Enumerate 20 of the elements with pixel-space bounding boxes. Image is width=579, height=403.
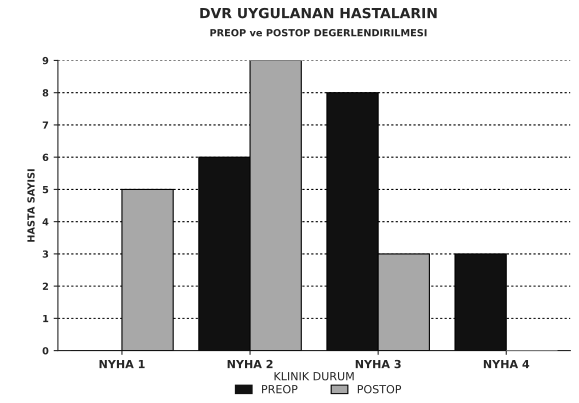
y-tick-label: 0: [42, 347, 48, 354]
x-tick-label: NYHA 2: [228, 360, 273, 368]
x-tick-label: NYHA 4: [484, 360, 530, 368]
chart-title: DVR UYGULANAN HASTALARIN: [200, 8, 437, 18]
x-tick-label: NYHA 1: [100, 360, 145, 368]
y-tick-label: 5: [42, 186, 48, 194]
y-tick-label: 3: [42, 250, 48, 258]
chart-subtitle: PREOP ve POSTOP DEGERLENDIRILMESI: [210, 29, 426, 36]
y-tick-label: 1: [43, 314, 48, 322]
x-axis-title: KLINIK DURUM: [274, 372, 354, 380]
y-tick-label: 7: [42, 122, 48, 129]
x-tick-label: NYHA 3: [356, 360, 401, 368]
y-tick-label: 8: [42, 89, 48, 97]
y-tick-label: 9: [42, 56, 48, 64]
y-tick-label: 6: [42, 154, 48, 161]
legend-label: POSTOP: [358, 384, 402, 394]
legend-label: PREOP: [262, 384, 298, 394]
y-axis-title: HASTA SAYISI: [27, 169, 35, 242]
y-tick-label: 4: [42, 218, 48, 226]
y-tick-label: 2: [42, 282, 48, 290]
